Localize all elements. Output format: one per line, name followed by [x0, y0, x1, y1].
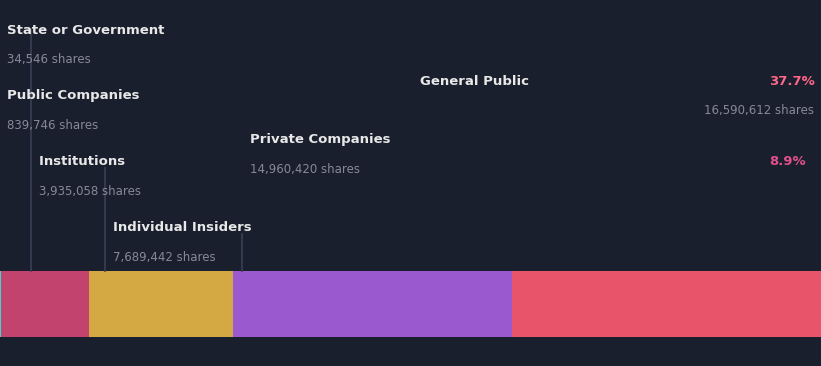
Text: Private Companies: Private Companies [250, 133, 396, 146]
Bar [511, 271, 821, 337]
Bar [233, 271, 511, 337]
Text: 37.7%: 37.7% [768, 75, 814, 88]
Text: 839,746 shares: 839,746 shares [7, 119, 98, 132]
Text: 34,546 shares: 34,546 shares [7, 53, 90, 66]
Text: 16,590,612 shares: 16,590,612 shares [704, 104, 814, 117]
Text: Institutions: Institutions [39, 155, 131, 168]
Text: 3,935,058 shares: 3,935,058 shares [39, 184, 141, 198]
Text: Individual Insiders: Individual Insiders [113, 221, 256, 234]
Text: 8.9%: 8.9% [769, 155, 806, 168]
Text: 7,689,442 shares: 7,689,442 shares [113, 250, 216, 264]
Text: State or Government: State or Government [7, 23, 168, 37]
Text: 14,960,420 shares: 14,960,420 shares [250, 163, 360, 176]
Bar [16, 271, 89, 337]
Bar [1, 271, 16, 337]
Bar [89, 271, 233, 337]
Text: General Public: General Public [420, 75, 534, 88]
Text: Public Companies: Public Companies [7, 89, 144, 102]
